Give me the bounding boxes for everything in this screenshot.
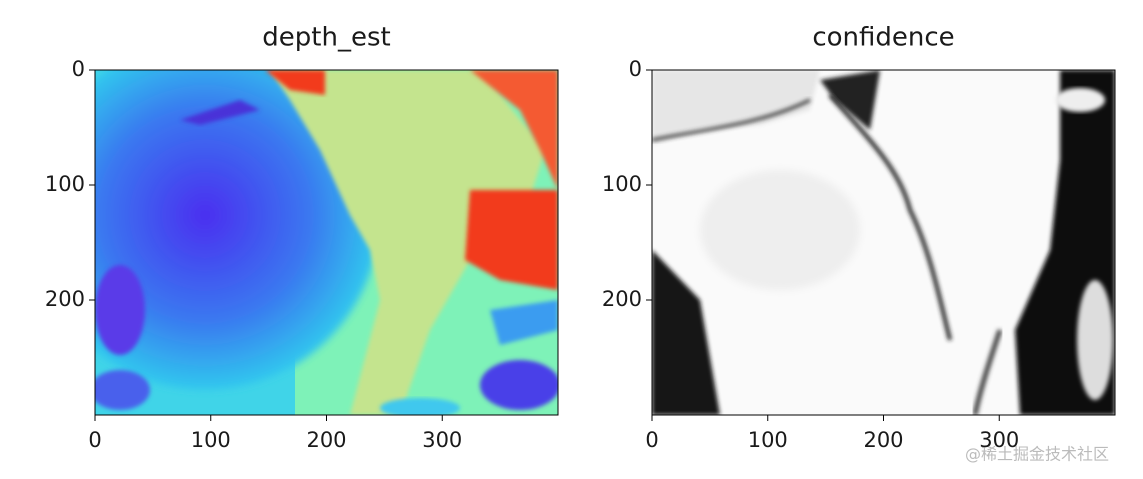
chart-title: confidence [812,23,954,53]
x-tick-label: 200 [306,428,346,452]
y-tick-label: 0 [72,57,85,81]
y-tick-label: 0 [629,57,642,81]
x-tick-label: 100 [748,428,788,452]
watermark: @稀土掘金技术社区 [965,445,1109,464]
confidence-image [652,70,1115,415]
x-tick-label: 300 [422,428,462,452]
y-tick-label: 100 [45,172,85,196]
x-tick-label: 200 [863,428,903,452]
depth-image [95,70,558,415]
x-tick-label: 100 [191,428,231,452]
y-tick-label: 200 [602,287,642,311]
x-tick-label: 0 [645,428,658,452]
y-tick-label: 100 [602,172,642,196]
x-tick-label: 0 [88,428,101,452]
chart-title: depth_est [262,23,390,53]
x-tick-label: 300 [979,428,1019,452]
y-tick-label: 200 [45,287,85,311]
